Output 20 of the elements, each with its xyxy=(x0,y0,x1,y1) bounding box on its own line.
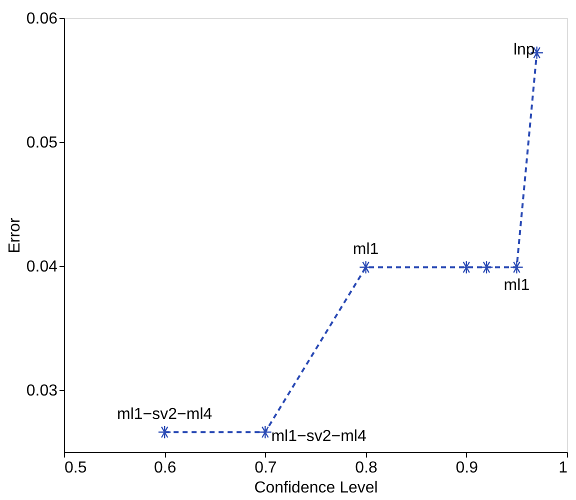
annotation: ml1−sv2−ml4 xyxy=(271,428,366,446)
y-tick-label: 0.04 xyxy=(26,258,58,276)
x-axis-title: Confidence Level xyxy=(254,480,378,496)
y-tick-label: 0.06 xyxy=(26,10,58,28)
x-tick-label: 0.7 xyxy=(254,460,277,476)
point xyxy=(158,425,172,439)
annotation: ml1 xyxy=(504,277,530,294)
x-tick-label: 1 xyxy=(558,460,568,476)
point xyxy=(510,260,524,274)
x-tick-label: 0.6 xyxy=(154,460,176,476)
y-tick-label: 0.05 xyxy=(26,134,58,152)
point xyxy=(258,425,272,439)
annotation: ml1−sv2−ml4 xyxy=(117,406,212,424)
y-axis-title: Error xyxy=(6,217,24,254)
y-tick-label: 0.03 xyxy=(26,382,58,400)
x-tick-label: 0.9 xyxy=(456,460,478,476)
annotation: lnp xyxy=(513,42,535,59)
annotation: ml1 xyxy=(352,241,379,258)
x-tick-label: 0.8 xyxy=(355,460,378,476)
x-tick-label: 0.5 xyxy=(64,460,87,476)
